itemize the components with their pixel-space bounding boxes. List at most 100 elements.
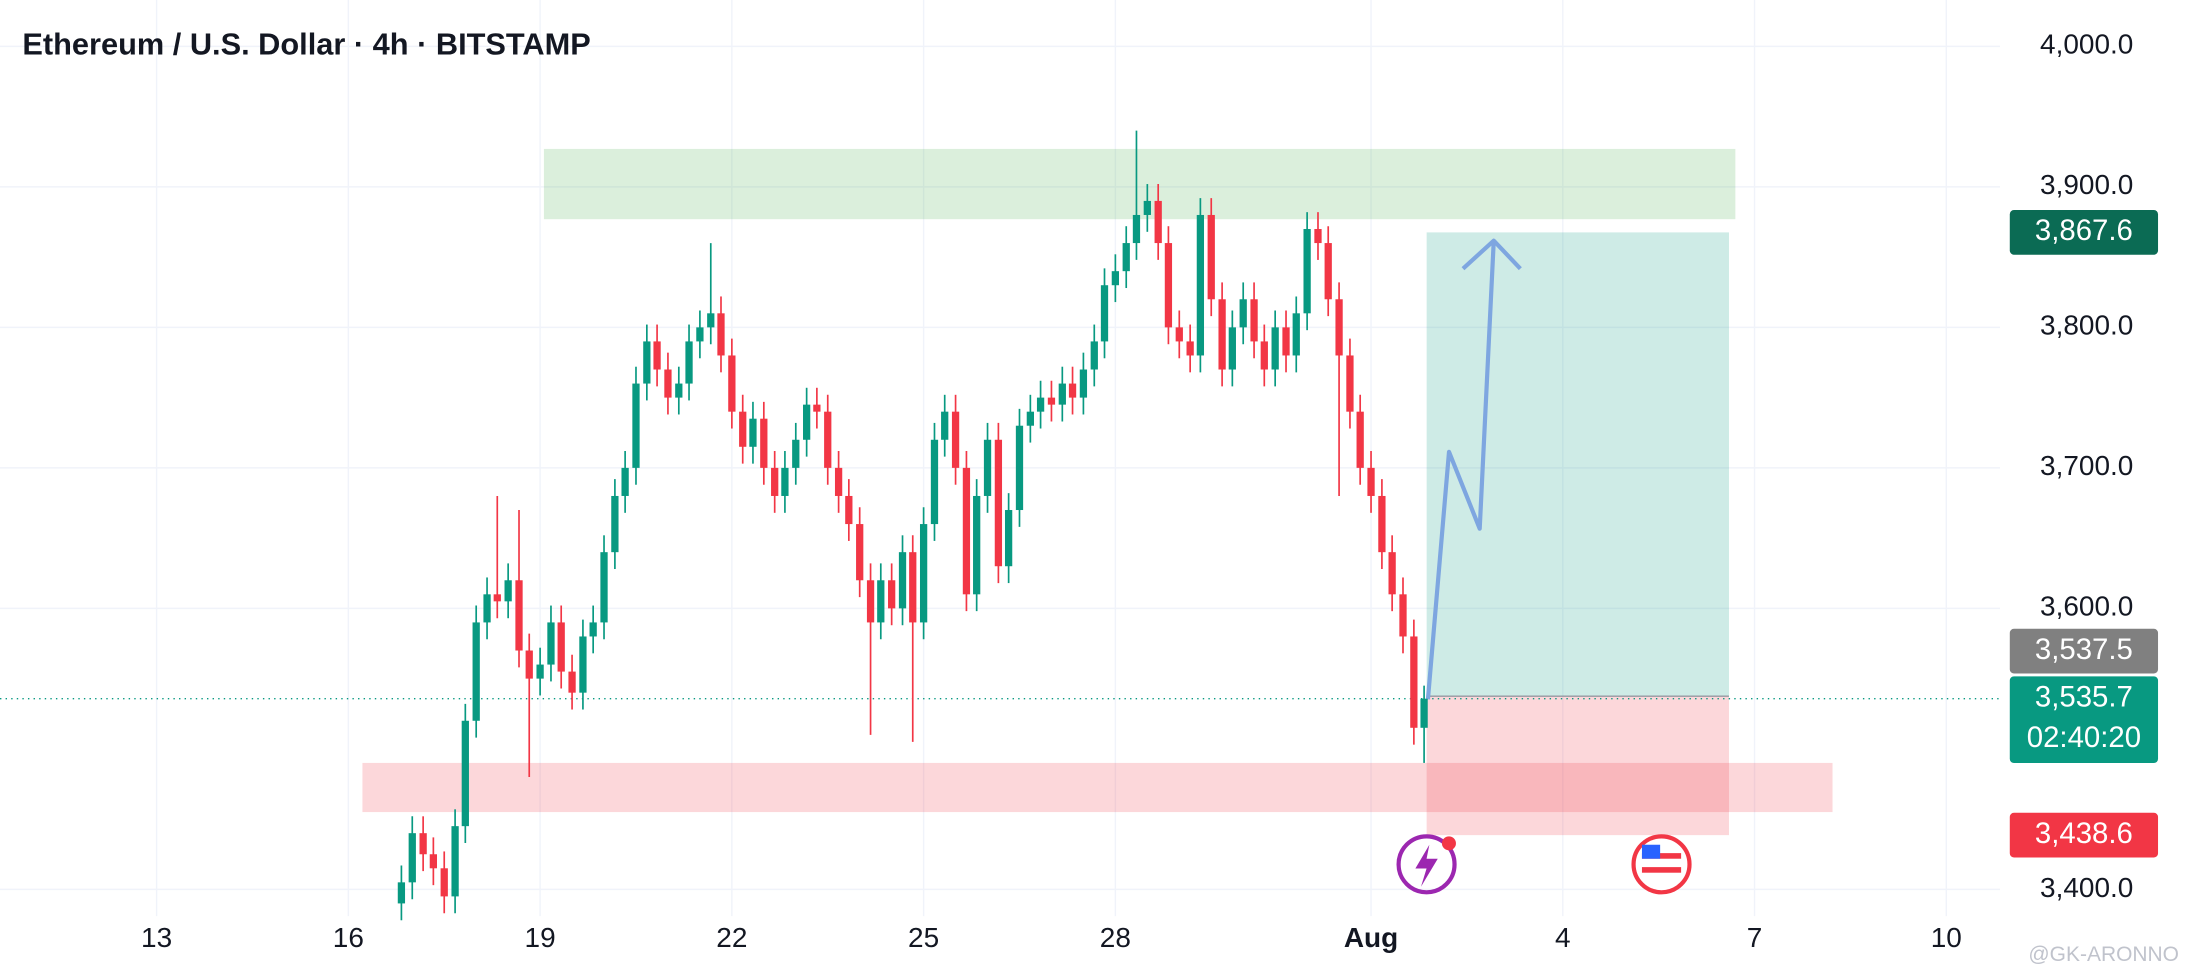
candle-body <box>983 439 992 496</box>
candle-body <box>600 552 608 623</box>
candle-body <box>941 411 949 440</box>
zone <box>362 762 1833 813</box>
candle-body <box>1282 327 1290 356</box>
y-tick-label: 3,700.0 <box>2040 450 2133 481</box>
candle-body <box>696 327 704 342</box>
flag-stripe <box>1641 867 1682 873</box>
candle-body <box>994 439 1003 567</box>
candle-body <box>1154 200 1162 244</box>
candle-body <box>429 854 438 869</box>
candle-body <box>568 671 576 693</box>
x-tick-label: 16 <box>333 922 364 953</box>
candle-body <box>1090 341 1098 370</box>
y-tick-label: 3,400.0 <box>2040 872 2133 903</box>
candle-body <box>1015 425 1024 511</box>
price-tag-label: 3,438.6 <box>2035 817 2133 850</box>
flag-icon <box>1631 834 1692 895</box>
y-tick-label: 3,800.0 <box>2040 310 2133 341</box>
candle-body <box>1079 369 1088 398</box>
candle-body <box>1186 341 1194 356</box>
candle-body <box>856 524 864 581</box>
candle-body <box>632 383 640 468</box>
candle-body <box>792 439 800 468</box>
candle-body <box>1420 698 1428 728</box>
candle-body <box>1250 299 1258 342</box>
profit-zone <box>1426 232 1729 697</box>
candle-body <box>739 411 747 447</box>
y-tick-label: 3,900.0 <box>2040 169 2133 200</box>
candle-body <box>1100 285 1109 342</box>
candle-body <box>845 495 853 525</box>
candle-body <box>1356 411 1364 468</box>
candle-body <box>483 594 491 623</box>
candle-body <box>1132 214 1141 244</box>
candle-body <box>834 467 843 496</box>
event-dot <box>1441 836 1456 851</box>
candle-body <box>717 313 725 356</box>
price-tag-countdown: 02:40:20 <box>2027 721 2141 754</box>
candle-body <box>962 467 971 595</box>
y-tick-label: 3,600.0 <box>2040 591 2133 622</box>
candle-body <box>493 594 501 602</box>
candle-body <box>643 341 651 384</box>
candle-body <box>664 369 672 398</box>
candle-body <box>1239 299 1247 328</box>
price-tag-label: 3,867.6 <box>2035 214 2133 247</box>
candle-body <box>1047 397 1056 405</box>
candle-body <box>1303 229 1311 314</box>
x-tick-label: 22 <box>716 922 747 953</box>
candle-body <box>1111 271 1120 286</box>
candle-body <box>515 580 523 651</box>
candle-body <box>653 341 661 370</box>
x-tick-label: 28 <box>1100 922 1131 953</box>
candle-body <box>1026 411 1034 426</box>
candle-body <box>919 524 928 623</box>
candle-body <box>504 580 512 602</box>
candle-body <box>771 467 779 496</box>
candle-body <box>1004 510 1013 567</box>
candle-body <box>536 664 544 679</box>
watermark: @GK-ARONNO <box>2028 943 2179 966</box>
event-icon <box>1396 834 1457 895</box>
candle-body <box>547 622 555 665</box>
candle-body <box>1367 467 1375 496</box>
candle-body <box>1228 327 1236 370</box>
candle-body <box>1388 552 1396 595</box>
candle-body <box>1271 327 1279 370</box>
price-tag <box>2009 676 2159 764</box>
candle-body <box>973 495 981 595</box>
candle-body <box>1164 243 1173 328</box>
candle-body <box>1292 313 1300 356</box>
y-tick-label: 4,000.0 <box>2040 29 2133 60</box>
candle-body <box>824 411 832 468</box>
candle-body <box>440 868 448 897</box>
candle-body <box>419 833 427 855</box>
candle-body <box>611 495 619 553</box>
price-tag <box>2009 210 2159 255</box>
candle-body <box>1260 341 1268 370</box>
projection-arrowhead <box>1461 238 1522 271</box>
projection-path <box>1425 240 1496 700</box>
x-tick-label: Aug <box>1344 922 1398 953</box>
candle-body <box>675 383 683 398</box>
x-tick-label: 7 <box>1747 922 1763 953</box>
candle-body <box>525 650 533 679</box>
price-tag <box>2009 628 2159 674</box>
candle-body <box>408 833 416 883</box>
candle-body <box>707 313 715 328</box>
candle-body <box>749 418 757 447</box>
axes: 13 16 19 22 25 28 Aug 4 7 10 3,400.0 3,600.0 3,700.0… <box>141 29 2159 953</box>
candle-body <box>1068 383 1077 398</box>
candle-body <box>898 552 907 609</box>
event-bolt <box>1415 844 1438 887</box>
candle-body <box>1410 636 1418 728</box>
candle-body <box>888 580 896 609</box>
x-tick-label: 13 <box>141 922 172 953</box>
candle-body <box>1058 383 1066 405</box>
candle-body <box>781 467 789 496</box>
candle-body <box>760 418 768 468</box>
candle-body <box>1207 214 1215 300</box>
flag-canton <box>1641 844 1661 859</box>
